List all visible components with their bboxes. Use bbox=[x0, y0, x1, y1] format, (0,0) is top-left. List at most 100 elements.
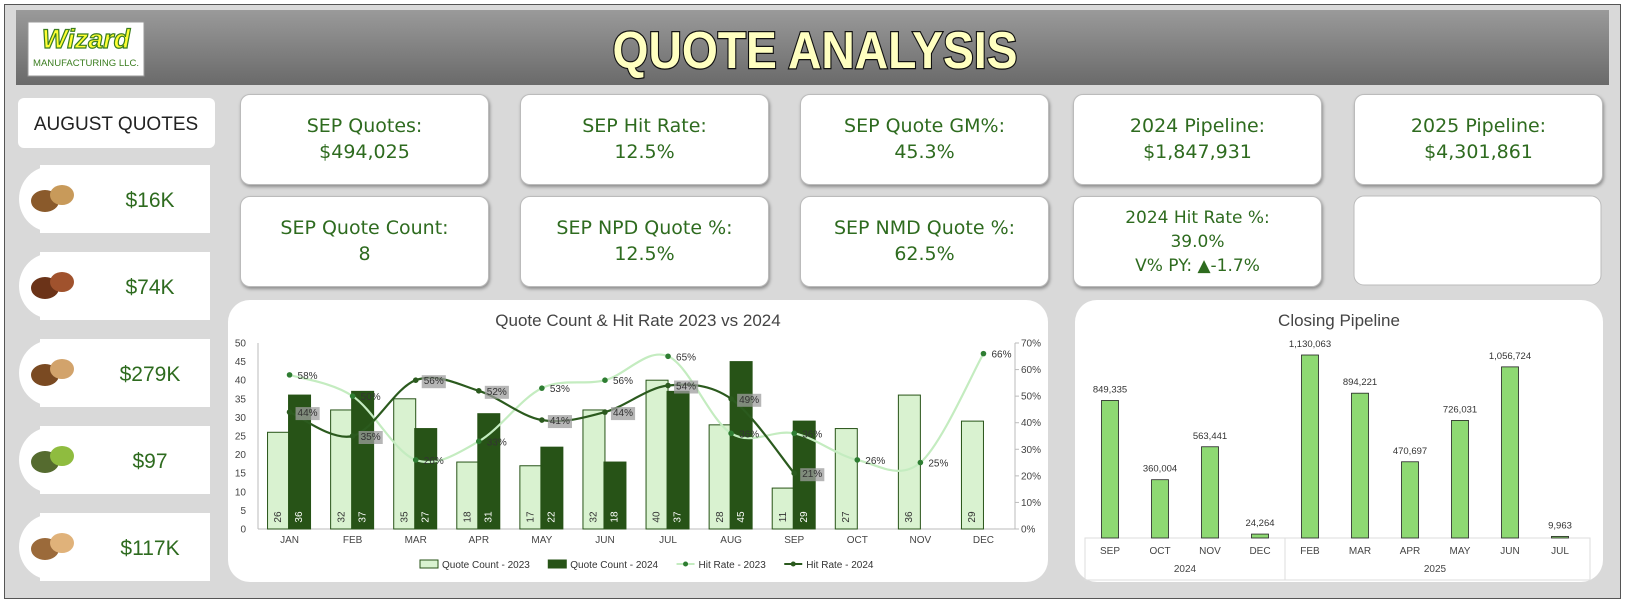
y-tick-label: 45 bbox=[235, 357, 247, 368]
line-point bbox=[791, 470, 798, 477]
header-band bbox=[16, 10, 1609, 85]
kpi-content: SEP NPD Quote %: 12.5% bbox=[521, 197, 768, 267]
line-label: 21% bbox=[802, 469, 822, 480]
x-tick-label: JUL bbox=[659, 535, 677, 546]
kpi-content: SEP Quotes: $494,025 bbox=[241, 95, 488, 165]
chart-panel bbox=[1075, 300, 1603, 582]
x-tick-label: MAY bbox=[1450, 546, 1471, 557]
y2-tick-label: 60% bbox=[1021, 365, 1041, 376]
bar bbox=[645, 379, 669, 530]
line-label: 26% bbox=[424, 456, 444, 467]
kpi-card: SEP Quotes: $494,025 bbox=[240, 94, 489, 185]
x-tick-label: AUG bbox=[720, 535, 742, 546]
y-tick-label: 15 bbox=[235, 469, 247, 480]
bar bbox=[393, 398, 417, 530]
bar-label: 26 bbox=[273, 511, 284, 523]
kpi-label: 2024 Pipeline: bbox=[1129, 115, 1266, 137]
bar bbox=[1251, 533, 1269, 539]
line-point bbox=[602, 409, 608, 415]
label-bg bbox=[800, 468, 825, 482]
bar-label: 35 bbox=[399, 511, 410, 523]
bar bbox=[1351, 392, 1369, 539]
x-tick-label: NOV bbox=[1199, 546, 1221, 557]
x-tick-label: OCT bbox=[1149, 546, 1170, 557]
logo-sub: MANUFACTURING LLC. bbox=[33, 58, 139, 69]
bar-label: 40 bbox=[652, 511, 663, 523]
x-tick-label: JAN bbox=[280, 535, 299, 546]
y2-tick-label: 0% bbox=[1021, 525, 1036, 536]
line-point bbox=[980, 350, 987, 357]
y2-tick-label: 10% bbox=[1021, 498, 1041, 509]
bar bbox=[960, 420, 984, 530]
bar-label: 563,441 bbox=[1193, 431, 1227, 442]
kpi-content: SEP NMD Quote %: 62.5% bbox=[801, 197, 1048, 267]
nut-icon bbox=[50, 533, 74, 553]
kpi-content: 2025 Pipeline: $4,301,861 bbox=[1355, 95, 1602, 165]
bar-label: 22 bbox=[547, 511, 558, 523]
legend-swatch bbox=[683, 561, 689, 567]
line-point bbox=[917, 459, 924, 466]
side-item-value: $16K bbox=[125, 189, 174, 212]
x-tick-label: APR bbox=[469, 535, 490, 546]
bar bbox=[897, 394, 921, 530]
page-title: QUOTE ANALYSIS bbox=[613, 22, 1018, 80]
kpi-value: $4,301,861 bbox=[1424, 141, 1533, 163]
kpi-note: V% PY: ▲-1.7% bbox=[1135, 256, 1260, 276]
line-point bbox=[665, 382, 671, 389]
y2-tick-label: 30% bbox=[1021, 445, 1041, 456]
x-tick-label: SEP bbox=[784, 535, 804, 546]
kpi-value: 12.5% bbox=[614, 243, 675, 265]
x-tick-label: JUL bbox=[1551, 546, 1569, 557]
axis-box bbox=[1084, 537, 1591, 581]
line-label: 36% bbox=[739, 429, 759, 440]
legend-label: Hit Rate - 2024 bbox=[806, 560, 874, 571]
y-tick-label: 35 bbox=[235, 394, 247, 405]
group-label: 2025 bbox=[1424, 564, 1447, 575]
kpi-card: 2024 Hit Rate %: 39.0% V% PY: ▲-1.7% bbox=[1073, 196, 1322, 287]
bar-label: 29 bbox=[967, 511, 978, 523]
line-label: 53% bbox=[550, 384, 570, 395]
legend-label: Quote Count - 2023 bbox=[442, 560, 530, 571]
nut-icon bbox=[50, 446, 74, 466]
label-bg bbox=[484, 385, 509, 399]
line-point bbox=[539, 417, 545, 423]
x-tick-label: JUN bbox=[595, 535, 614, 546]
bar-label: 17 bbox=[526, 511, 537, 523]
bar-label: 36 bbox=[294, 511, 305, 523]
nut-icon bbox=[50, 272, 74, 292]
line-label: 56% bbox=[613, 376, 633, 387]
line-point bbox=[475, 438, 482, 445]
label-bg bbox=[295, 407, 320, 421]
bar-label: 11 bbox=[778, 511, 789, 522]
line-label: 65% bbox=[676, 352, 696, 363]
y2-tick-label: 50% bbox=[1021, 392, 1041, 403]
line-point bbox=[412, 377, 419, 384]
bar-label: 18 bbox=[610, 511, 621, 523]
bar-label: 29 bbox=[799, 511, 810, 523]
label-bg bbox=[358, 431, 383, 444]
line-label: 44% bbox=[613, 408, 633, 419]
side-item-value: $279K bbox=[120, 363, 181, 386]
x-tick-label: MAR bbox=[1349, 546, 1371, 557]
kpi-card: SEP Hit Rate: 12.5% bbox=[520, 94, 769, 185]
kpi-value: $494,025 bbox=[319, 141, 410, 163]
bar-label: 894,221 bbox=[1343, 377, 1377, 388]
kpi-value: 8 bbox=[358, 243, 371, 265]
y-tick-label: 40 bbox=[235, 376, 247, 387]
label-bg bbox=[610, 407, 636, 421]
side-item-value: $117K bbox=[120, 537, 179, 560]
legend-label: Quote Count - 2024 bbox=[570, 560, 658, 571]
side-title: AUGUST QUOTES bbox=[34, 114, 198, 135]
line-label: 50% bbox=[361, 392, 381, 403]
kpi-value: 45.3% bbox=[894, 141, 955, 163]
kpi-content: 2024 Pipeline: $1,847,931 bbox=[1074, 95, 1321, 165]
bar-label: 36 bbox=[904, 511, 915, 523]
x-tick-label: DEC bbox=[1249, 546, 1270, 557]
x-tick-label: OCT bbox=[847, 535, 868, 546]
bar-label: 32 bbox=[336, 511, 347, 523]
bar bbox=[1401, 461, 1419, 539]
bar bbox=[540, 446, 564, 530]
y2-tick-label: 70% bbox=[1021, 339, 1041, 350]
kpi-label: SEP Quote GM%: bbox=[844, 115, 1005, 137]
bar-label: 24,264 bbox=[1245, 518, 1274, 529]
